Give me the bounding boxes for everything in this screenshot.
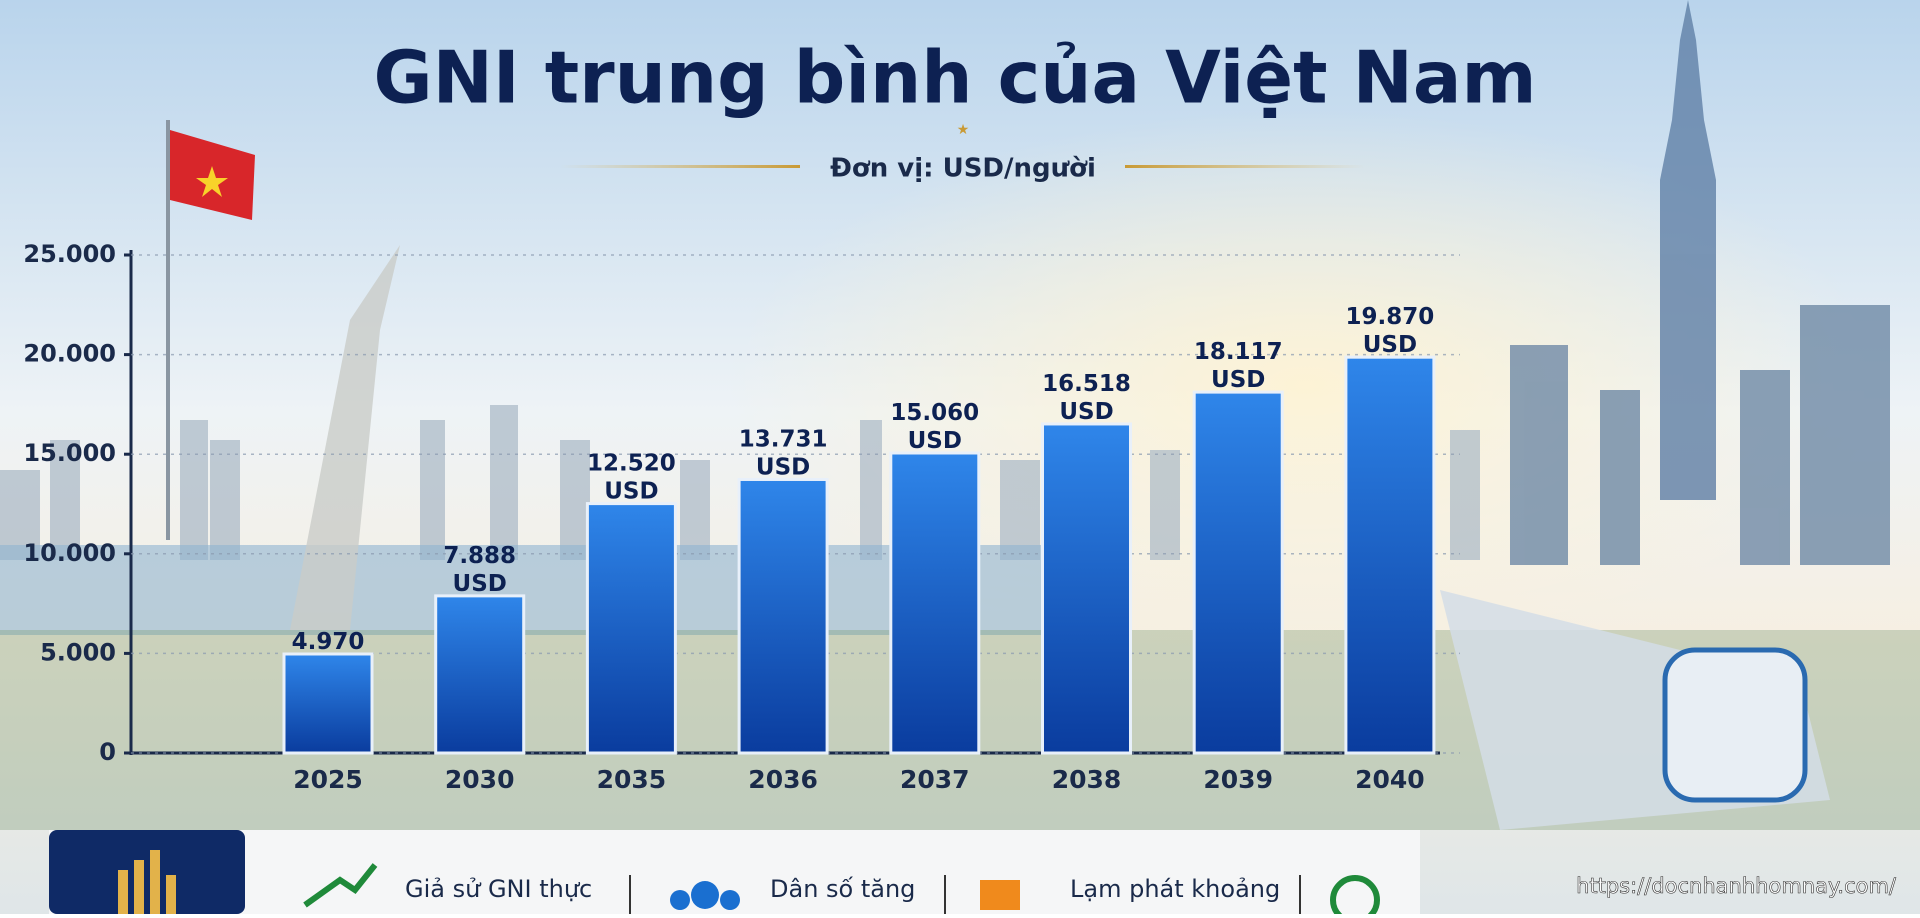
- bar: [585, 502, 677, 755]
- bar: [434, 594, 526, 755]
- note-text: Dân số tăng: [770, 875, 915, 903]
- value-label: 13.731 USD: [739, 426, 828, 480]
- bar: [1041, 422, 1132, 755]
- x-tick-label: 2037: [900, 765, 970, 794]
- x-tick-label: 2036: [748, 765, 818, 794]
- value-label: 15.060 USD: [890, 400, 979, 454]
- bar: [1192, 390, 1284, 755]
- bar: [282, 652, 374, 755]
- value-label: 18.117 USD: [1194, 339, 1283, 393]
- star: ★: [957, 122, 970, 138]
- divider: [560, 165, 800, 168]
- bar: [737, 477, 829, 755]
- x-tick-label: 2039: [1203, 765, 1273, 794]
- y-tick-label: 0: [99, 738, 116, 766]
- x-tick-label: 2040: [1355, 765, 1425, 794]
- chart-title: GNI trung bình của Việt Nam: [374, 36, 1537, 120]
- value-label: 7.888 USD: [443, 542, 516, 596]
- y-tick-label: 15.000: [23, 439, 116, 467]
- note-text: Lạm phát khoảng: [1070, 875, 1280, 903]
- y-tick-label: 20.000: [23, 340, 116, 368]
- footer-strip: [49, 830, 1420, 918]
- x-tick-label: 2025: [293, 765, 363, 794]
- x-tick-label: 2038: [1052, 765, 1122, 794]
- value-label: 12.520 USD: [587, 450, 676, 504]
- value-label: 4.970: [292, 628, 365, 654]
- y-tick-label: 10.000: [23, 539, 116, 567]
- watermark: https://docnhanhhomnay.com/: [1576, 874, 1897, 898]
- y-tick-label: 5.000: [40, 638, 116, 666]
- bar: [889, 451, 981, 755]
- bar: [1344, 355, 1436, 755]
- value-label: 16.518 USD: [1042, 370, 1131, 424]
- note-text: Giả sử GNI thực: [405, 875, 592, 903]
- x-tick-label: 2035: [597, 765, 667, 794]
- y-tick-label: 25.000: [23, 240, 116, 268]
- value-label: 19.870 USD: [1346, 304, 1435, 358]
- divider: [1125, 165, 1365, 168]
- chart-subtitle: Đơn vị: USD/người: [830, 154, 1096, 184]
- x-tick-label: 2030: [445, 765, 515, 794]
